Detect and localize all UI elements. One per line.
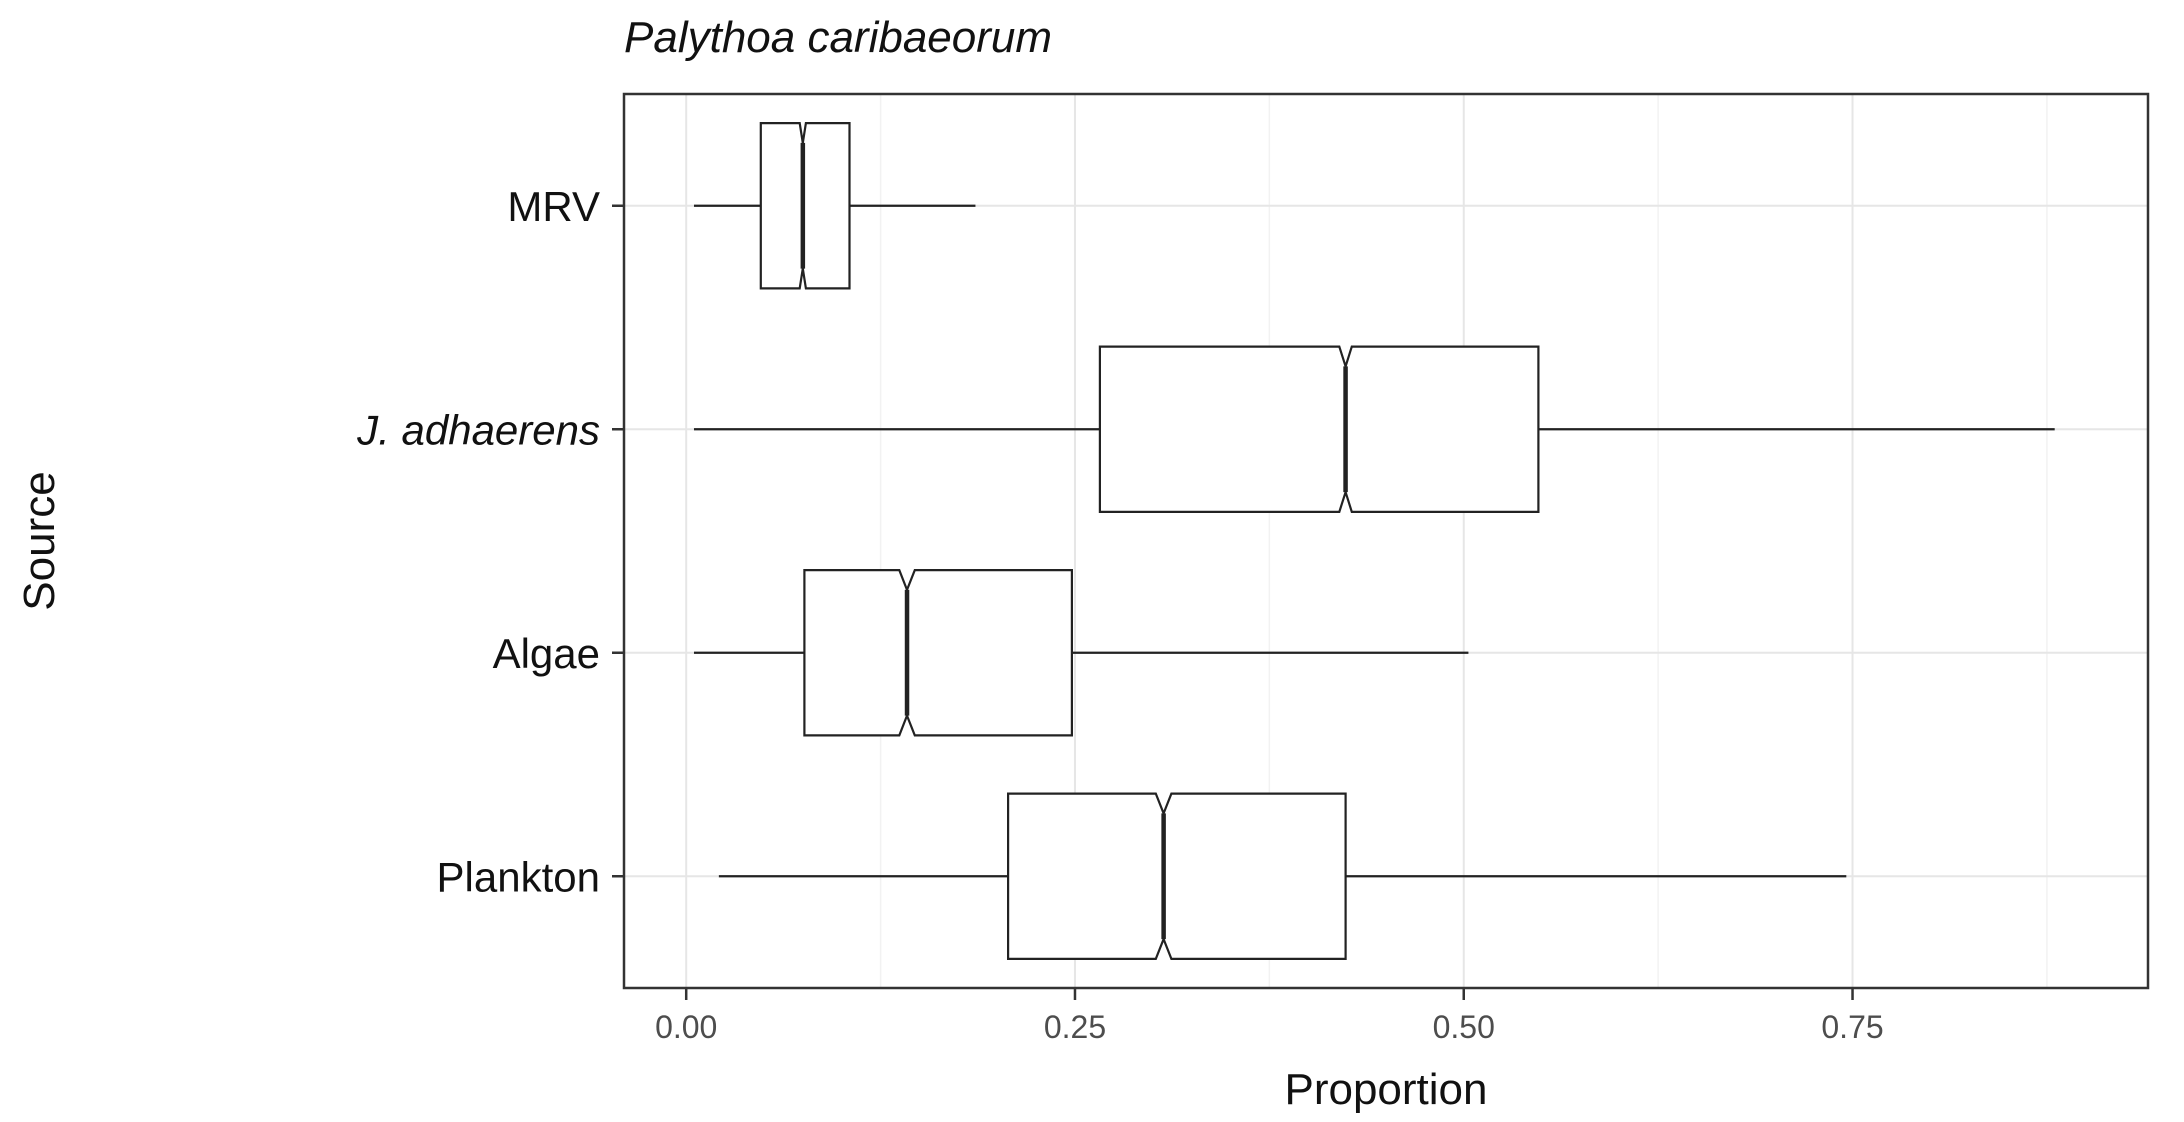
y-tick-label: MRV [507, 183, 600, 230]
y-tick-label: J. adhaerens [356, 406, 600, 453]
x-tick-label: 0.00 [655, 1009, 717, 1045]
box-j-adhaerens [693, 345, 2055, 513]
chart-title: Palythoa caribaeorum [624, 13, 1052, 62]
box-mrv [693, 121, 976, 290]
notched-box [803, 568, 1074, 737]
x-axis: 0.00 0.25 0.50 0.75 [655, 988, 1884, 1045]
x-axis-title: Proportion [1284, 1065, 1487, 1114]
box-plots [693, 121, 2055, 961]
y-tick-label: Plankton [437, 853, 600, 900]
y-axis: MRV J. adhaerens Algae Plankton [356, 183, 624, 900]
y-axis-title: Source [15, 471, 64, 610]
y-tick-label: Algae [493, 630, 600, 677]
notched-box [759, 121, 851, 290]
box-plankton [718, 792, 1847, 961]
x-tick-label: 0.75 [1821, 1009, 1883, 1045]
notched-box [1006, 792, 1347, 961]
plot-panel [622, 92, 2150, 990]
box-algae [693, 568, 1469, 737]
grid-lines [624, 94, 2148, 988]
notched-box [1098, 345, 1540, 513]
x-tick-label: 0.50 [1433, 1009, 1495, 1045]
x-tick-label: 0.25 [1044, 1009, 1106, 1045]
